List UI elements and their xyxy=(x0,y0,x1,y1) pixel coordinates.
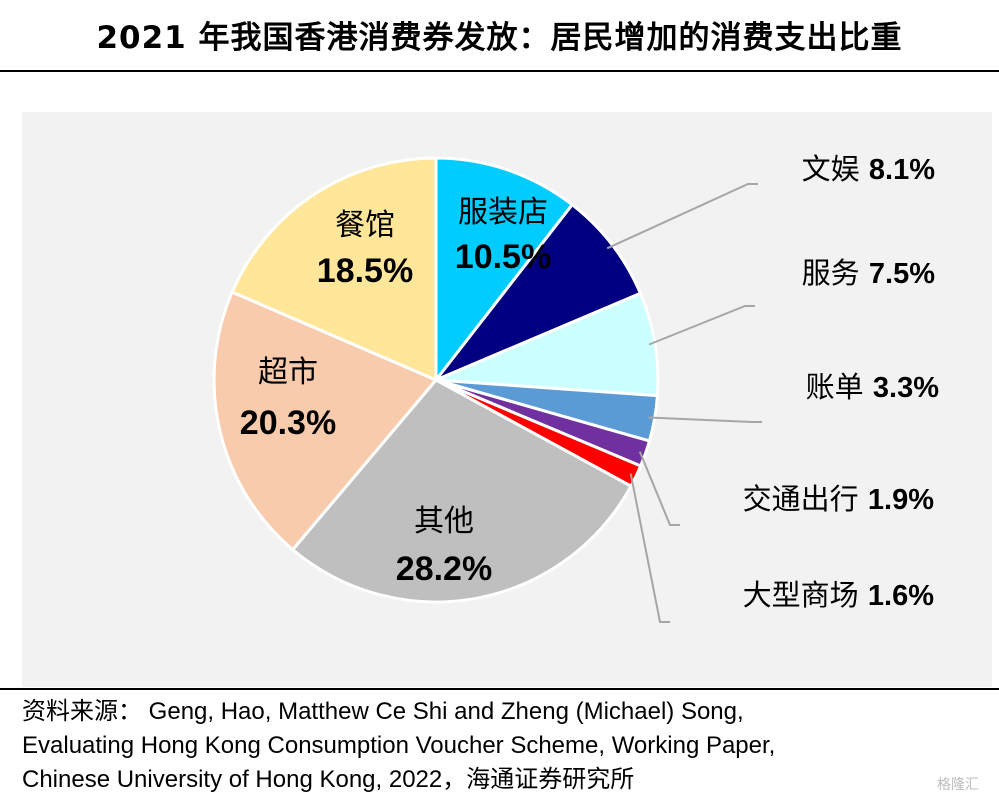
pie-slice-2 xyxy=(435,291,660,398)
slice-value-5: 1.6% xyxy=(868,580,934,612)
slice-label-6: 其他 xyxy=(414,504,474,539)
slice-label-7: 超市 xyxy=(258,355,318,390)
source-line-1: 资料来源： Geng, Hao, Matthew Ce Shi and Zhen… xyxy=(22,694,982,729)
chart-title: 2021 年我国香港消费券发放：居民增加的消费支出比重 xyxy=(96,20,903,56)
slice-label-4: 交通出行 1.9% xyxy=(743,482,935,516)
leader-line-1 xyxy=(606,183,758,250)
source-note: 资料来源： Geng, Hao, Matthew Ce Shi and Zhen… xyxy=(22,694,982,797)
slice-label-5: 大型商场 1.6% xyxy=(743,578,935,612)
slice-value-4: 1.9% xyxy=(868,484,934,516)
slice-value-2: 7.5% xyxy=(869,258,935,290)
pie-slice-0 xyxy=(434,156,575,385)
leader-line-5 xyxy=(629,473,670,623)
slice-value-6: 28.2% xyxy=(396,550,492,588)
source-label: 资料来源： xyxy=(22,697,142,725)
slice-value-0: 10.5% xyxy=(455,238,551,276)
source-rule xyxy=(0,688,999,690)
pie-slice-1 xyxy=(431,202,643,384)
slice-value-3: 3.3% xyxy=(873,372,939,404)
pie-slice-6 xyxy=(290,378,634,604)
watermark-logo: 格隆汇 xyxy=(937,777,979,793)
slice-value-7: 20.3% xyxy=(240,404,336,442)
slice-label-name-3: 账单 xyxy=(806,370,873,404)
title-rule xyxy=(0,70,999,72)
leader-line-2 xyxy=(648,305,755,346)
leader-line-3 xyxy=(648,416,762,423)
slice-label-2: 服务 7.5% xyxy=(802,256,936,290)
source-line-3: Chinese University of Hong Kong, 2022，海通… xyxy=(22,766,635,793)
source-line-2: Evaluating Hong Kong Consumption Voucher… xyxy=(22,732,776,759)
leader-line-4 xyxy=(638,451,680,526)
slice-value-8: 18.5% xyxy=(317,252,413,290)
slice-label-name-5: 大型商场 xyxy=(743,578,868,612)
chart-area: 服装店 10.5% 文娱 8.1% 服务 7.5% 账单 3.3% 交通出行 1.9% 大型… xyxy=(0,72,999,688)
slice-label-name-1: 文娱 xyxy=(802,152,869,186)
slice-label-3: 账单 3.3% xyxy=(806,370,940,404)
slice-value-1: 8.1% xyxy=(869,154,935,186)
slice-label-8: 餐馆 xyxy=(335,208,395,243)
slice-label-1: 文娱 8.1% xyxy=(802,152,936,186)
slice-label-name-2: 服务 xyxy=(802,256,869,290)
source-text-1: Geng, Hao, Matthew Ce Shi and Zheng (Mic… xyxy=(148,698,744,725)
slice-label-name-4: 交通出行 xyxy=(743,482,868,516)
pie-chart: 服装店 10.5% 文娱 8.1% 服务 7.5% 账单 3.3% 交通出行 1.9% 大型… xyxy=(212,152,940,623)
slice-label-0: 服装店 xyxy=(458,195,548,230)
pie-slice-8 xyxy=(230,156,438,383)
